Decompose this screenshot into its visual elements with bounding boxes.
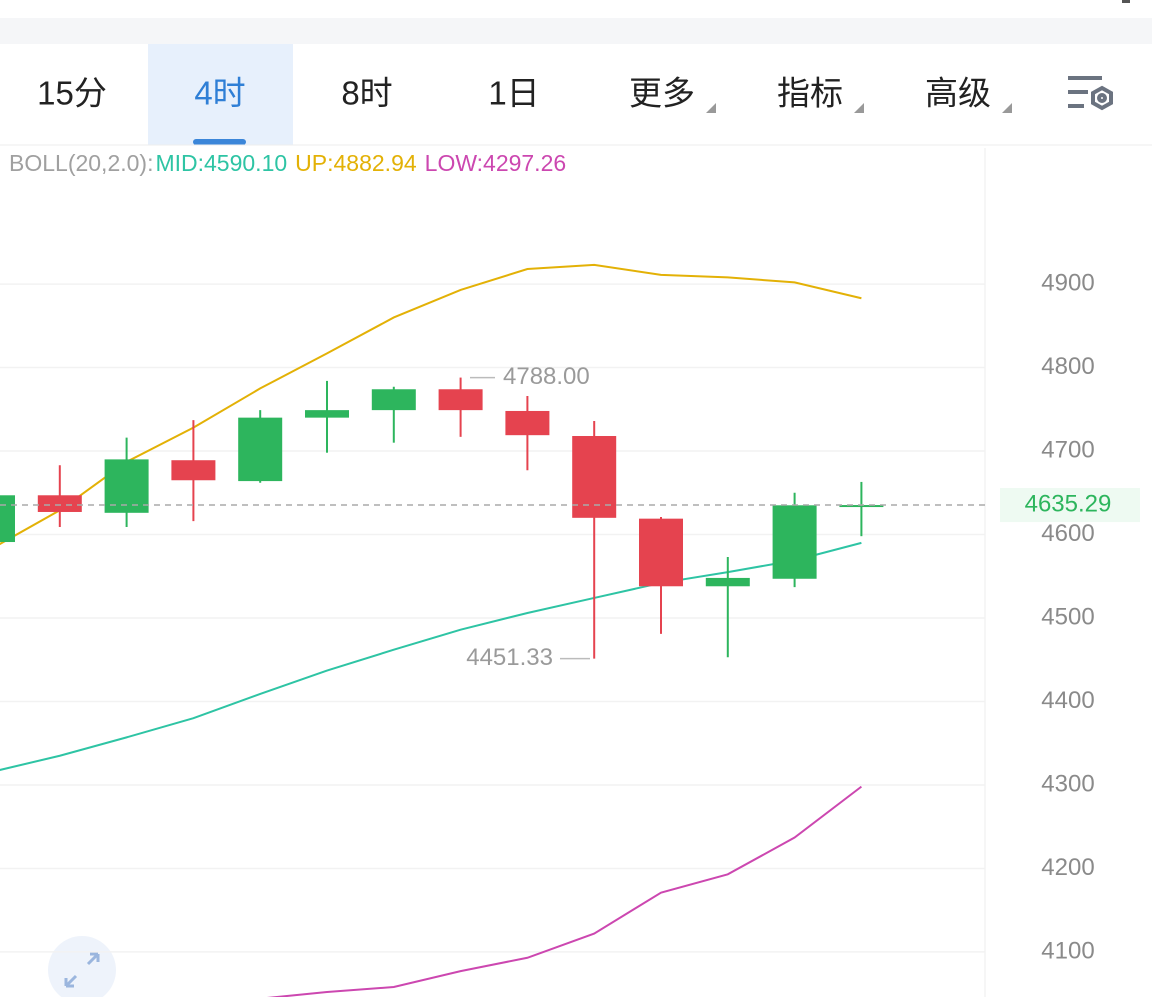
plot bbox=[0, 263, 985, 997]
candle-body bbox=[37, 495, 82, 512]
y-tick-label: 4400 bbox=[1041, 687, 1094, 714]
candle-body bbox=[772, 505, 817, 579]
last-price-tag bbox=[1000, 488, 1140, 523]
candle-body bbox=[305, 410, 349, 418]
y-tick-label: 4200 bbox=[1041, 854, 1094, 881]
annotation: 4451.33 bbox=[466, 644, 553, 671]
tab[interactable]: 更多 bbox=[629, 75, 695, 112]
tab[interactable]: 指标 bbox=[777, 75, 843, 112]
y-tick-label: 4800 bbox=[1041, 353, 1094, 380]
settings-icon[interactable] bbox=[1068, 76, 1113, 111]
expand-button[interactable] bbox=[48, 936, 116, 1002]
candle-body bbox=[0, 495, 15, 543]
active-tab-bg bbox=[148, 44, 293, 145]
band-line bbox=[0, 263, 862, 546]
legend: BOLL(20,2.0):MID:4590.10 UP:4882.94 LOW:42… bbox=[9, 150, 566, 176]
candle-body bbox=[438, 389, 483, 411]
candle-body bbox=[171, 460, 216, 481]
candle-body bbox=[705, 577, 750, 587]
tab[interactable]: 高级 bbox=[925, 75, 991, 112]
y-tick-label: 4500 bbox=[1041, 603, 1094, 630]
annotation: 4788.00 bbox=[503, 363, 590, 390]
legend-entry: MID:4590.10 bbox=[155, 150, 287, 176]
top-strip bbox=[0, 18, 1152, 44]
candle-body bbox=[238, 417, 283, 482]
tab[interactable]: 15分 bbox=[37, 75, 107, 112]
last-price-label: 4635.29 bbox=[1025, 490, 1112, 517]
legend-entry: UP:4882.94 bbox=[295, 150, 417, 176]
y-tick-label: 4900 bbox=[1041, 269, 1094, 296]
candle-body bbox=[572, 436, 617, 518]
tab[interactable]: 1日 bbox=[488, 75, 539, 112]
candle-body bbox=[839, 505, 884, 508]
indicator-label: BOLL(20,2.0): bbox=[9, 150, 153, 176]
candle-body bbox=[104, 459, 149, 513]
band-line bbox=[266, 785, 863, 997]
candle-body bbox=[505, 410, 550, 436]
y-tick-label: 4700 bbox=[1041, 436, 1094, 463]
candle-body bbox=[371, 389, 416, 411]
y-tick-label: 4100 bbox=[1041, 937, 1094, 964]
candle-body bbox=[639, 518, 683, 587]
y-tick-label: 4600 bbox=[1041, 520, 1094, 547]
dropdown-caret bbox=[854, 103, 864, 113]
y-tick-label: 4300 bbox=[1041, 770, 1094, 797]
tab[interactable]: 8时 bbox=[341, 75, 392, 112]
band-line bbox=[0, 541, 862, 771]
status-mark bbox=[1122, 0, 1130, 3]
dropdown-caret bbox=[706, 103, 716, 113]
dropdown-caret bbox=[1002, 103, 1012, 113]
tab[interactable]: 4时 bbox=[194, 75, 245, 112]
active-tab-bar bbox=[193, 139, 246, 145]
legend-entry: LOW:4297.26 bbox=[425, 150, 567, 176]
